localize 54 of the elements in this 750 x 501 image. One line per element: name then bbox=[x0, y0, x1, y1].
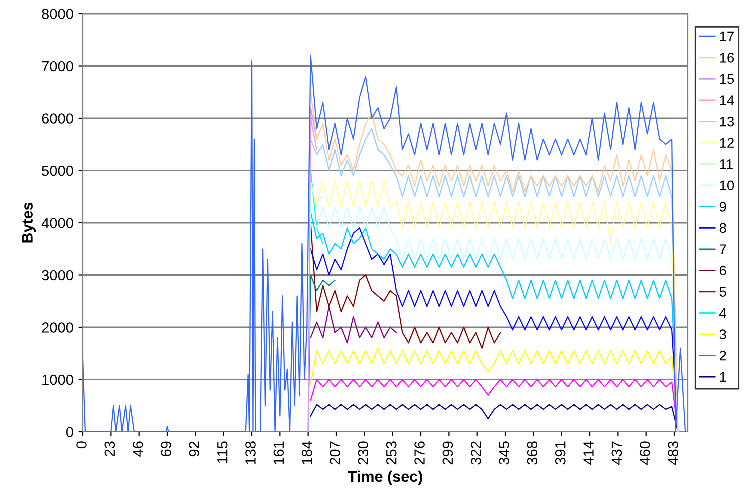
legend-label: 5 bbox=[720, 287, 726, 297]
y-axis-title: Bytes bbox=[22, 202, 36, 243]
legend-label: 1 bbox=[720, 372, 726, 382]
legend-label: 11 bbox=[720, 160, 733, 170]
x-tick-label: 184 bbox=[302, 441, 312, 464]
y-tick-label: 1000 bbox=[42, 374, 74, 386]
x-tick-label: 161 bbox=[274, 442, 284, 464]
legend-label: 9 bbox=[720, 202, 726, 212]
x-tick-label: 230 bbox=[358, 442, 369, 465]
y-tick-label: 7000 bbox=[42, 61, 74, 72]
legend-label: 16 bbox=[720, 53, 734, 63]
x-tick-label: 276 bbox=[414, 442, 425, 465]
y-tick-label: 2000 bbox=[42, 322, 74, 333]
x-tick-label: 483 bbox=[668, 442, 678, 466]
y-tick-label: 5000 bbox=[42, 166, 74, 176]
x-tick-label: 253 bbox=[386, 442, 397, 465]
line-series bbox=[310, 379, 679, 432]
x-tick-label: 138 bbox=[246, 442, 256, 464]
legend-label: 12 bbox=[720, 138, 734, 148]
line-series bbox=[310, 306, 398, 344]
x-tick-label: 46 bbox=[132, 442, 144, 457]
x-tick-label: 391 bbox=[555, 442, 566, 465]
legend-label: 15 bbox=[720, 74, 734, 84]
x-tick-label: 414 bbox=[584, 441, 594, 466]
legend-label: 10 bbox=[720, 180, 734, 191]
legend-label: 6 bbox=[720, 266, 726, 276]
x-tick-label: 115 bbox=[218, 442, 228, 464]
legend-label: 2 bbox=[720, 350, 726, 361]
legend-label: 13 bbox=[720, 116, 734, 127]
x-tick-label: 345 bbox=[499, 442, 510, 465]
line-series bbox=[310, 222, 502, 349]
legend-label: 8 bbox=[720, 223, 726, 234]
x-tick-label: 69 bbox=[161, 442, 172, 457]
legend-label: 17 bbox=[720, 32, 734, 42]
legend-label: 7 bbox=[720, 244, 726, 254]
legend-label: 4 bbox=[720, 308, 727, 318]
x-tick-label: 92 bbox=[189, 442, 200, 457]
x-tick-label: 460 bbox=[640, 442, 650, 466]
x-tick-label: 0 bbox=[76, 442, 87, 449]
x-tick-label: 299 bbox=[442, 442, 454, 465]
y-tick-label: 4000 bbox=[42, 218, 74, 228]
x-axis-title: Time (sec) bbox=[348, 470, 422, 486]
line-series bbox=[310, 404, 679, 432]
x-tick-label: 437 bbox=[612, 442, 622, 466]
y-tick-label: 3000 bbox=[42, 270, 74, 281]
legend-label: 3 bbox=[720, 330, 726, 340]
x-tick-label: 23 bbox=[104, 442, 116, 457]
x-tick-label: 322 bbox=[470, 442, 482, 465]
x-tick-label: 207 bbox=[330, 442, 340, 465]
legend-label: 14 bbox=[720, 96, 734, 106]
y-tick-label: 6000 bbox=[42, 114, 74, 124]
y-tick-label: 0 bbox=[66, 427, 74, 438]
x-tick-label: 368 bbox=[527, 442, 538, 465]
y-tick-label: 8000 bbox=[42, 9, 74, 20]
